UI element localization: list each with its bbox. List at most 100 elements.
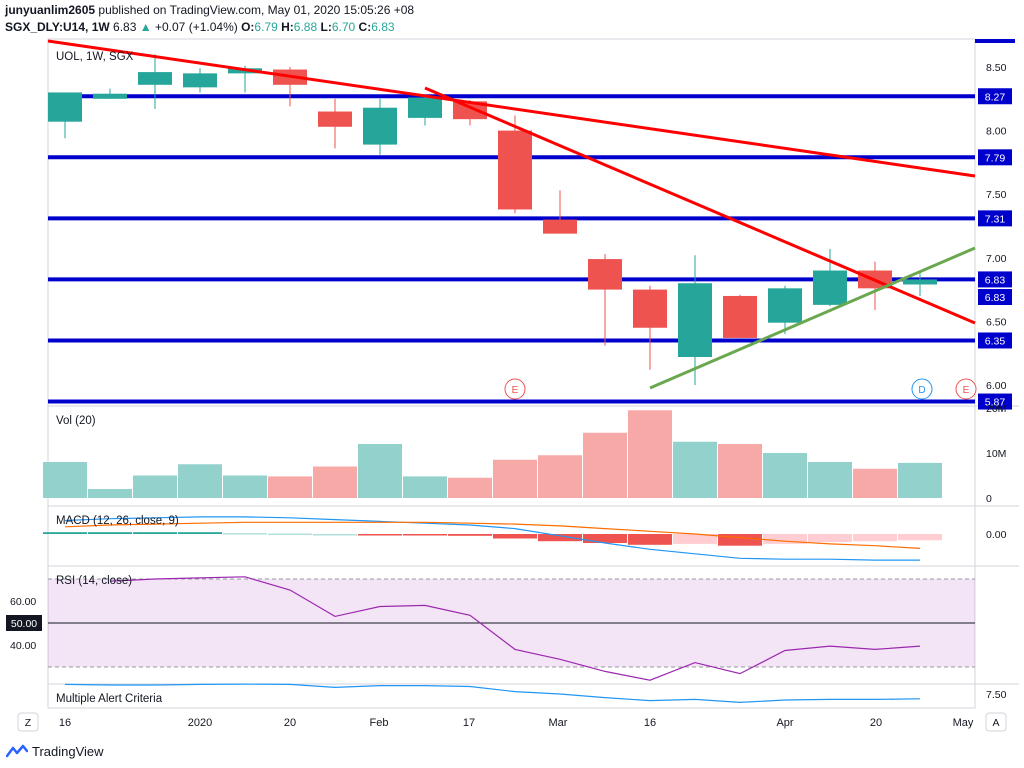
volume-bar[interactable] [628,410,672,498]
volume-bar[interactable] [538,455,582,498]
volume-bar[interactable] [133,475,177,499]
last-price-label: 6.83 [985,292,1006,304]
level-price-tag [978,210,1012,227]
time-axis-label: May [953,717,974,729]
close-value: 6.83 [371,20,395,34]
candle-body[interactable] [408,97,442,118]
volume-bar[interactable] [313,466,357,499]
ohlc-line: SGX_DLY:U14, 1W 6.83 ▲ +0.07 (+1.04%) O:… [5,20,395,34]
macd-histogram-bar [43,532,87,534]
candle-body[interactable] [498,130,532,210]
rsi-tick-label: 40.00 [10,640,36,652]
volume-bar[interactable] [898,462,942,498]
candle-body[interactable] [633,289,667,328]
candle-body[interactable] [543,219,577,234]
close-label: C: [358,20,372,34]
volume-bar[interactable] [358,444,402,498]
chart-canvas[interactable]: 8.50 8.00 7.50 7.00 6.50 6.00 8.27 7.79 7.31 6.83… [0,0,1024,740]
macd-histogram-bar [763,534,807,544]
volume-tick-label: 20M [986,403,1006,415]
zoom-button[interactable] [17,712,39,732]
trendline-long[interactable] [47,39,976,178]
price-tick-label: 8.50 [986,62,1007,74]
volume-tick-label: 0 [986,493,992,505]
volume-bar[interactable] [718,444,762,498]
open-value: 6.79 [254,20,278,34]
time-axis-label: 17 [463,717,475,729]
volume-bar[interactable] [493,459,537,498]
event-marker-letter: E [963,385,970,396]
volume-bar[interactable] [88,489,132,498]
candle-body[interactable] [363,107,397,145]
high-label: H: [281,20,294,34]
macd-line [64,516,920,561]
tradingview-logo[interactable]: TradingView [6,740,104,762]
level-price-label: 6.35 [985,335,1006,347]
last-price-tag [978,289,1012,305]
rsi-tick-label: 60.00 [10,596,36,608]
candle-body[interactable] [48,92,82,122]
event-marker[interactable] [911,378,933,400]
open-label: O: [241,20,255,34]
price-change: +0.07 [154,20,186,34]
chart-header: junyuanlim2605 published on TradingView.… [0,0,1024,38]
volume-bar[interactable] [223,475,267,499]
volume-bar[interactable] [583,432,627,498]
volume-bar[interactable] [448,477,492,498]
volume-bar[interactable] [763,453,807,498]
volume-bar[interactable] [853,468,897,498]
trendline-steep[interactable] [424,86,976,325]
candle-body[interactable] [768,288,802,323]
symbol-title: SGX_DLY:U14, 1W [5,20,110,34]
time-axis-label: 20 [284,717,296,729]
macd-histogram-bar [88,532,132,534]
low-label: L: [320,20,332,34]
volume-bar[interactable] [673,441,717,498]
macd-histogram-bar [358,534,402,536]
volume-legend: Vol (20) [56,415,96,427]
candle-body[interactable] [903,279,937,285]
alert-legend: Multiple Alert Criteria [56,693,163,705]
macd-histogram-bar [448,534,492,536]
time-axis-label: 16 [59,717,71,729]
macd-histogram-bar [853,534,897,542]
event-marker[interactable] [955,378,977,400]
macd-histogram-bar [133,532,177,534]
volume-bar[interactable] [808,462,852,498]
volume-bar[interactable] [403,476,447,498]
auto-scale-button[interactable] [985,712,1007,732]
brand-name: TradingView [32,743,104,759]
level-price-label: 8.27 [985,91,1006,103]
level-price-tag [978,88,1012,105]
volume-bar[interactable] [43,462,87,498]
volume-bar[interactable] [178,464,222,498]
auto-scale-button-label: A [992,717,999,729]
last-price: 6.83 [113,20,137,34]
event-marker[interactable] [504,378,526,400]
macd-histogram-bar [223,533,267,535]
rsi-tick-label: 50.00 [11,618,37,630]
level-price-label: 7.79 [985,152,1006,164]
main-legend: UOL, 1W, SGX [56,51,134,63]
candle-body[interactable] [318,111,352,127]
candle-body[interactable] [453,101,487,120]
author-name[interactable]: junyuanlim2605 [5,3,96,17]
volume-bar[interactable] [268,476,312,498]
level-price-tag [978,149,1012,166]
candle-body[interactable] [813,270,847,305]
tradingview-logo-icon [6,744,28,758]
candle-body[interactable] [588,259,622,290]
trendline-support[interactable] [649,246,976,390]
candle-body[interactable] [723,295,757,338]
candle-body[interactable] [678,283,712,358]
publish-info: published on TradingView.com, May 01, 20… [98,3,415,17]
event-marker-letter: D [918,385,925,396]
level-price-tag [978,332,1012,349]
candle-body[interactable] [138,72,172,85]
time-axis-label: Mar [549,717,568,729]
alert-line [64,683,921,704]
candle-body[interactable] [93,93,127,99]
candle-body[interactable] [183,73,217,88]
macd-histogram-bar [493,534,537,539]
level-price-label: 5.87 [985,397,1006,409]
